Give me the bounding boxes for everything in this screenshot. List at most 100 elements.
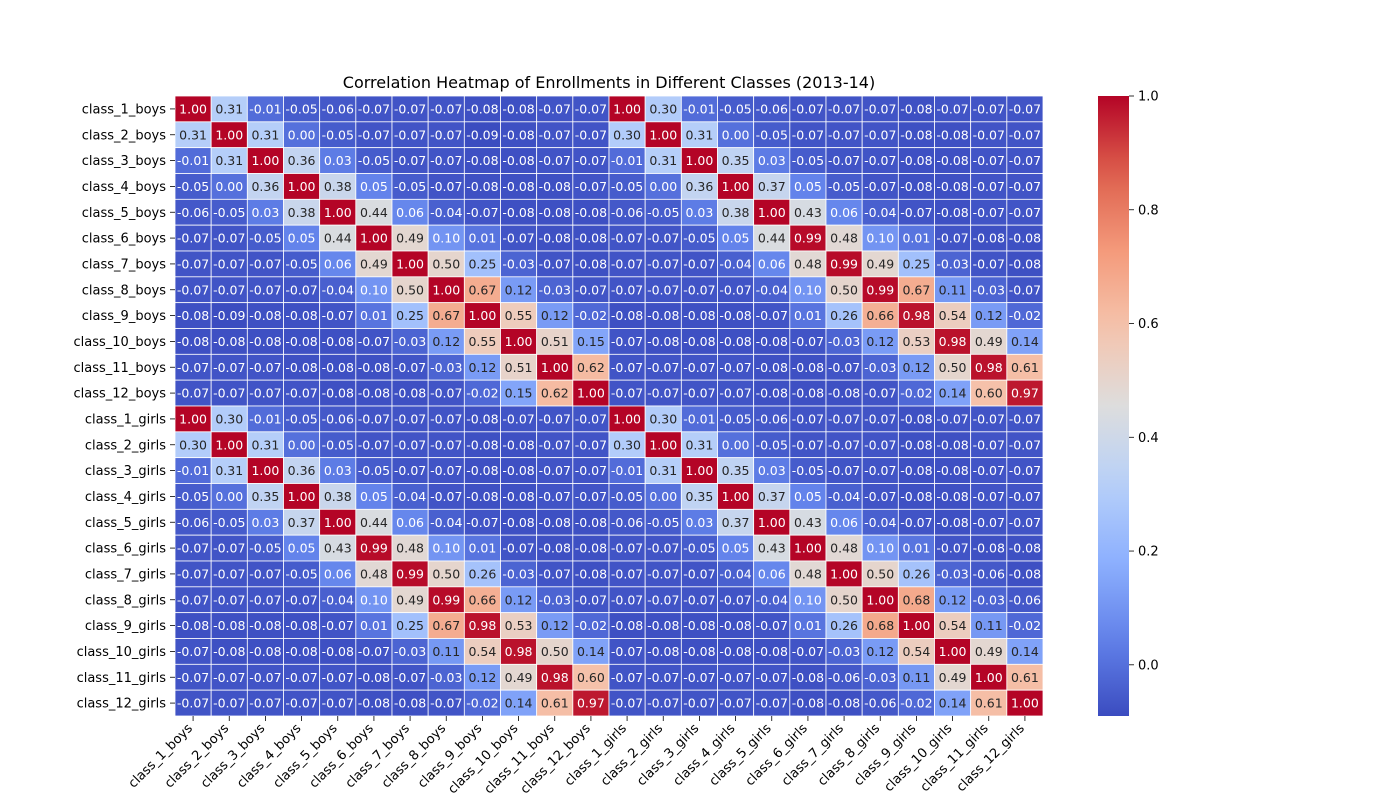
y-tick-label: class_10_girls	[77, 645, 167, 660]
cell-value-label: -0.03	[502, 256, 534, 271]
heatmap-cell	[1006, 405, 1044, 433]
cell-value-label: -0.03	[394, 334, 426, 349]
cell-value-label: 0.03	[758, 153, 786, 168]
heatmap-cell	[825, 276, 863, 304]
cell-value-label: 1.00	[179, 411, 207, 426]
cell-value-label: 1.00	[975, 670, 1003, 685]
cell-value-label: -0.07	[285, 386, 317, 401]
cell-value-label: -0.05	[611, 489, 643, 504]
cell-value-label: -0.07	[792, 101, 824, 116]
heatmap-cell	[608, 638, 646, 665]
cell-value-label: 0.98	[505, 644, 533, 659]
heatmap-cell	[283, 431, 321, 459]
colorbar-tick-label: 1.0	[1138, 90, 1159, 105]
heatmap-cell	[536, 328, 574, 355]
cell-value-label: 0.68	[866, 618, 894, 633]
cell-value-label: -0.07	[177, 566, 209, 581]
cell-value-label: -0.08	[756, 334, 788, 349]
cell-value-label: -0.07	[213, 256, 245, 271]
cell-value-label: 0.48	[794, 256, 822, 271]
cell-value-label: 0.68	[902, 592, 930, 607]
cell-value-label: -0.06	[756, 411, 788, 426]
cell-value-label: -0.03	[539, 282, 571, 297]
heatmap-cell	[500, 663, 538, 691]
cell-value-label: -0.07	[430, 463, 462, 478]
cell-value-label: -0.07	[864, 437, 896, 452]
cell-value-label: -0.07	[936, 541, 968, 556]
heatmap-cell	[427, 276, 465, 304]
heatmap-cell	[825, 560, 863, 588]
cell-value-label: 0.31	[215, 153, 243, 168]
heatmap-cell	[391, 353, 429, 381]
cell-value-label: -0.04	[719, 256, 751, 271]
heatmap-cell	[1006, 379, 1044, 407]
heatmap-cell	[680, 483, 718, 510]
heatmap-cell	[753, 689, 791, 717]
heatmap-cell	[789, 638, 827, 665]
cell-value-label: -0.07	[683, 256, 715, 271]
cell-value-label: 1.00	[794, 541, 822, 556]
cell-value-label: -0.08	[502, 463, 534, 478]
cell-value-label: -0.08	[683, 334, 715, 349]
heatmap-cell	[970, 508, 1008, 536]
heatmap-cell	[210, 328, 248, 355]
cell-value-label: 0.55	[468, 334, 496, 349]
cell-value-label: -0.05	[285, 256, 317, 271]
cell-value-label: -0.08	[502, 205, 534, 220]
cell-value-label: -0.08	[322, 334, 354, 349]
heatmap-cell	[717, 328, 755, 355]
cell-value-label: -0.07	[973, 411, 1005, 426]
cell-value-label: -0.05	[719, 411, 751, 426]
cell-value-label: -0.05	[213, 515, 245, 530]
heatmap-cell	[246, 302, 284, 329]
y-tick-label: class_5_girls	[85, 516, 166, 531]
cell-value-label: -0.03	[936, 256, 968, 271]
heatmap-cell	[970, 198, 1008, 226]
cell-value-label: -0.07	[756, 618, 788, 633]
heatmap-cell	[825, 302, 863, 329]
cell-value-label: -0.05	[285, 101, 317, 116]
cell-value-label: 0.15	[577, 334, 605, 349]
heatmap-cell	[608, 560, 646, 588]
heatmap-cell	[753, 534, 791, 562]
cell-value-label: 0.12	[505, 282, 533, 297]
cell-value-label: 0.01	[360, 308, 388, 323]
heatmap-cell	[717, 121, 755, 149]
cell-value-label: 0.25	[396, 618, 424, 633]
heatmap-cell	[246, 663, 284, 691]
heatmap-cell	[246, 250, 284, 278]
y-tick-label: class_2_girls	[85, 438, 166, 453]
heatmap-cell	[1006, 95, 1044, 123]
cell-value-label: -0.07	[864, 127, 896, 142]
cell-value-label: -0.07	[647, 231, 679, 246]
cell-value-label: 0.60	[577, 670, 605, 685]
heatmap-cell	[644, 534, 682, 562]
cell-value-label: -0.04	[719, 566, 751, 581]
heatmap-cell	[1006, 431, 1044, 459]
heatmap-cell	[717, 689, 755, 717]
heatmap-cell	[572, 663, 610, 691]
heatmap-cell	[210, 198, 248, 226]
cell-value-label: 0.06	[324, 566, 352, 581]
cell-value-label: -0.08	[936, 463, 968, 478]
heatmap-cell	[355, 95, 393, 123]
cell-value-label: -0.07	[430, 437, 462, 452]
heatmap-cell	[427, 689, 465, 717]
cell-value-label: -0.07	[973, 127, 1005, 142]
heatmap-cell	[246, 638, 284, 665]
heatmap-cell	[897, 638, 935, 665]
cell-value-label: -0.08	[611, 618, 643, 633]
heatmap-cell	[608, 121, 646, 149]
cell-value-label: 0.50	[939, 360, 967, 375]
cell-value-label: -0.07	[1009, 153, 1041, 168]
heatmap-cell	[536, 250, 574, 278]
heatmap-cell	[319, 586, 357, 614]
cell-value-label: 0.00	[215, 179, 243, 194]
cell-value-label: -0.07	[430, 411, 462, 426]
cell-value-label: 1.00	[866, 592, 894, 607]
cell-value-label: 1.00	[939, 644, 967, 659]
cell-value-label: -0.07	[322, 618, 354, 633]
cell-value-label: -0.04	[756, 282, 788, 297]
cell-value-label: 0.10	[432, 541, 460, 556]
heatmap-cell	[608, 328, 646, 355]
